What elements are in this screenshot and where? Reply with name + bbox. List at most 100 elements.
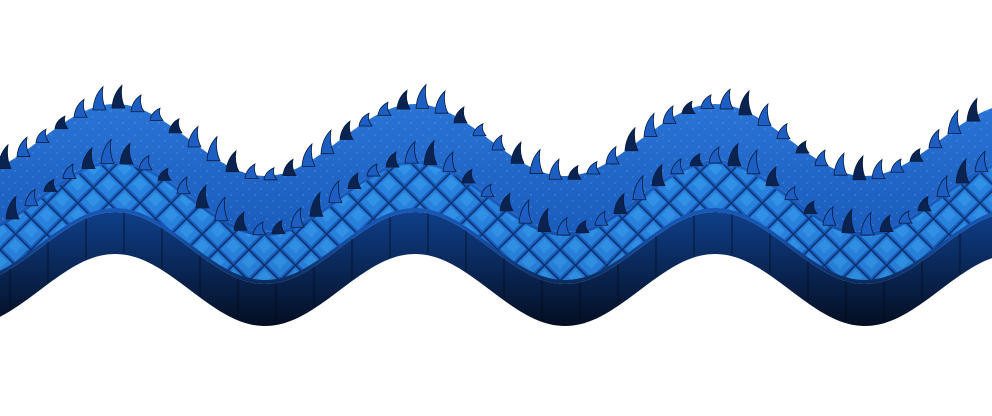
back-spike <box>339 120 354 140</box>
back-spike <box>358 112 373 127</box>
front-spike <box>575 219 590 234</box>
front-spike <box>24 188 39 207</box>
front-spike <box>62 163 77 179</box>
front-spike <box>746 148 761 175</box>
front-spike <box>784 185 799 201</box>
back-spike <box>73 98 88 118</box>
back-spike <box>776 122 791 140</box>
front-spike <box>252 221 267 236</box>
back-edge-spikes <box>0 83 981 181</box>
back-spike <box>92 85 107 111</box>
front-spike <box>81 146 96 170</box>
back-spike <box>320 129 335 155</box>
front-spike <box>214 196 229 222</box>
front-spike <box>613 192 628 215</box>
front-spike <box>518 198 533 224</box>
front-spike <box>955 157 970 184</box>
front-spike <box>670 158 685 175</box>
front-spike <box>879 214 894 232</box>
back-spike <box>54 115 69 130</box>
back-spike <box>206 135 221 162</box>
back-spike <box>16 136 31 157</box>
front-spike <box>936 174 951 198</box>
base-segment-lines <box>9 212 961 324</box>
front-spike <box>708 146 723 164</box>
back-spike <box>795 140 810 154</box>
back-spike <box>890 158 905 173</box>
back-spike <box>586 160 601 175</box>
front-spike <box>499 192 514 212</box>
back-spike <box>928 128 943 149</box>
back-spike <box>643 112 658 137</box>
front-spike <box>309 191 324 217</box>
back-spike <box>168 117 183 134</box>
back-spike <box>453 106 468 124</box>
back-spike <box>700 94 715 109</box>
back-spike <box>491 134 506 151</box>
back-spike <box>909 147 924 162</box>
back-spike <box>681 100 696 115</box>
front-spike <box>328 179 343 204</box>
back-spike <box>244 163 259 179</box>
back-spike <box>947 109 962 134</box>
back-spike <box>852 154 867 181</box>
front-spike <box>974 150 989 173</box>
front-spike <box>898 210 913 224</box>
back-spike <box>510 141 525 164</box>
back-spike <box>434 90 449 114</box>
front-spike <box>100 138 115 164</box>
back-spike <box>35 128 50 143</box>
front-spike <box>119 142 134 165</box>
back-spike <box>187 125 202 148</box>
front-spike <box>157 167 172 181</box>
front-spike <box>480 183 495 198</box>
front-spike <box>385 151 400 168</box>
front-spike <box>727 142 742 167</box>
front-spike <box>176 176 191 195</box>
front-spike <box>5 195 20 220</box>
front-spike <box>860 211 875 236</box>
front-spike <box>537 207 552 232</box>
band-side-scales <box>0 164 992 280</box>
front-spike <box>803 200 818 215</box>
back-spike <box>282 158 297 176</box>
front-edge-spikes <box>5 138 989 236</box>
front-spike <box>632 174 647 201</box>
front-spike <box>138 154 153 171</box>
back-spike <box>624 126 639 152</box>
back-spike <box>814 149 829 167</box>
back-spike <box>662 105 677 124</box>
front-spike <box>366 163 381 177</box>
front-spike <box>442 151 457 173</box>
back-spike <box>263 166 278 181</box>
front-spike <box>423 139 438 166</box>
front-spike <box>822 205 837 226</box>
back-spike <box>605 145 620 165</box>
front-spike <box>917 195 932 212</box>
back-spike <box>377 101 392 116</box>
front-spike <box>841 208 856 234</box>
front-spike <box>765 165 780 187</box>
back-spike <box>415 83 430 109</box>
band-underside <box>0 212 992 326</box>
front-spike <box>290 207 305 228</box>
front-spike <box>271 219 286 235</box>
back-spike <box>529 148 544 174</box>
front-spike <box>461 168 476 184</box>
back-spike <box>966 97 981 122</box>
back-spike <box>472 123 487 137</box>
front-spike <box>43 178 58 192</box>
back-spike <box>738 89 753 116</box>
back-spike <box>301 142 316 167</box>
back-spike <box>833 152 848 176</box>
front-spike <box>651 163 666 187</box>
back-spike <box>0 143 12 170</box>
front-spike <box>594 210 609 226</box>
back-spike <box>225 149 240 173</box>
front-spike <box>233 211 248 231</box>
front-spike <box>195 184 210 209</box>
front-spike <box>689 153 704 167</box>
front-spike <box>556 216 571 236</box>
